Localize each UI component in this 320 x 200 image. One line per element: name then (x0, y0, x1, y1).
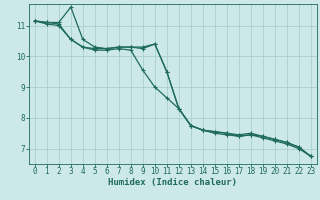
X-axis label: Humidex (Indice chaleur): Humidex (Indice chaleur) (108, 178, 237, 187)
